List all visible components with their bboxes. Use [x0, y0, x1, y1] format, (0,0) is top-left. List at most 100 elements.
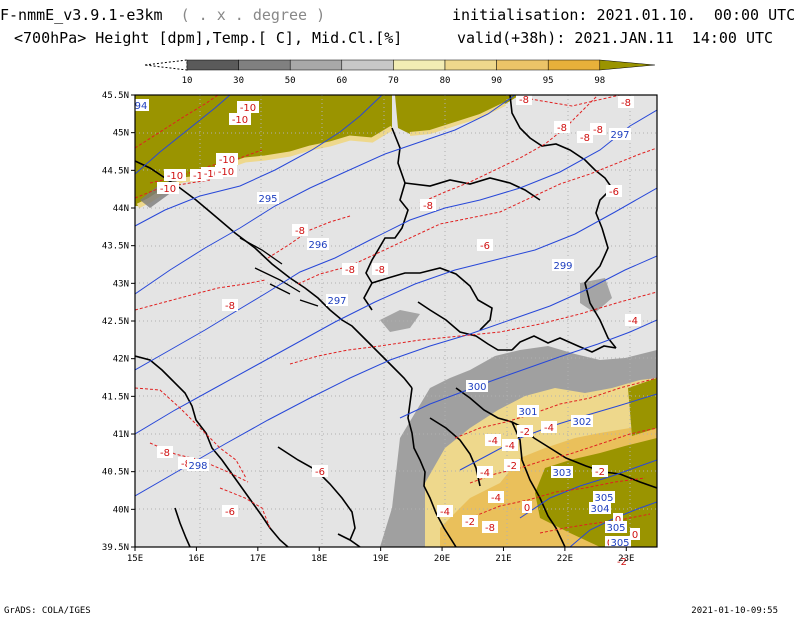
temp-label-bg — [502, 439, 518, 451]
cloud-olive-north — [135, 95, 392, 206]
temp-label: -8 — [295, 226, 305, 237]
height-labels: 9429529629729929730030130230330430530530… — [133, 99, 631, 549]
lon-label: 21E — [495, 554, 511, 564]
temp-label: -4 — [544, 423, 554, 434]
temp-label-bg — [157, 182, 179, 194]
temp-label: -4 — [505, 441, 515, 452]
scale-cell-0 — [144, 59, 188, 71]
temp-label: -10 — [218, 167, 234, 178]
height-label-bg — [552, 259, 574, 271]
height-label: 304 — [590, 504, 609, 515]
scale-label: 98 — [594, 76, 605, 86]
temp-label: -6 — [480, 241, 490, 252]
scale-cell-8 — [547, 59, 601, 71]
height-label: 297 — [610, 130, 629, 141]
temp-label: -1 — [193, 171, 203, 182]
temp-label-bg — [592, 465, 608, 477]
scale-cell-4 — [341, 59, 394, 71]
scale-label: 10 — [182, 76, 193, 86]
lat-label: 44N — [113, 204, 129, 214]
temp-label: -2 — [520, 427, 530, 438]
temp-label-bg — [292, 224, 308, 236]
init-label: initialisation: — [452, 6, 588, 24]
units-note: ( . x . degree ) — [180, 6, 326, 24]
height-label-bg — [609, 128, 631, 140]
temp-label: 0 — [615, 515, 621, 526]
temp-label-bg — [215, 165, 237, 177]
model-name: F-nmmE_v3.9.1-e3km — [0, 6, 163, 24]
temp-label-bg — [216, 153, 238, 165]
height-label: 296 — [308, 240, 327, 251]
color-scale: 10 30 50 60 70 80 90 95 98 — [144, 59, 655, 86]
lat-label: 40.5N — [102, 468, 129, 478]
scale-cell-5 — [393, 59, 446, 71]
lat-label: 41N — [113, 430, 129, 440]
lat-label: 40N — [113, 505, 129, 515]
temp-label-bg — [517, 425, 533, 437]
lon-label: 20E — [434, 554, 450, 564]
height-label-bg — [551, 466, 573, 478]
temp-label: -10 — [219, 155, 235, 166]
lon-label: 17E — [250, 554, 266, 564]
height-label: 94 — [135, 101, 148, 112]
latitude-axis: 45.5N 45N 44.5N 44N 43.5N 43N 42.5N 42N 41.5N 41N… — [102, 91, 135, 553]
height-label-bg — [517, 405, 539, 417]
valid-time: valid(+38h): 2021.JAN.11 14:00 UTC — [457, 31, 773, 46]
temp-label: -4 — [628, 316, 638, 327]
scale-label: 70 — [388, 76, 399, 86]
height-label: 305 — [610, 538, 629, 549]
lon-label: 23E — [618, 554, 634, 564]
scale-cell-7 — [496, 59, 549, 71]
cloud-gray-east-patch — [580, 278, 612, 313]
lon-label: 22E — [557, 554, 573, 564]
init-time: initialisation: 2021.01.10. 00:00 UTC — [452, 8, 795, 23]
temp-label-bg — [630, 528, 640, 540]
scale-cell-1 — [186, 59, 239, 71]
height-label: 302 — [572, 417, 591, 428]
temp-label: -10 — [160, 184, 176, 195]
height-label: 305 — [594, 493, 613, 504]
valid-label: valid(+38h): — [457, 29, 566, 47]
temperature-labels: -10-10-10-10 -1 -10-10-10-8 -8-8 -8-8-8-8-6-… — [157, 93, 641, 568]
height-label: 303 — [552, 468, 571, 479]
temp-label-bg — [477, 239, 493, 251]
temp-label-bg — [618, 96, 634, 108]
height-label-bg — [571, 415, 593, 427]
temp-label: -8 — [580, 133, 590, 144]
height-label-bg — [589, 502, 611, 514]
temp-label: -10 — [204, 169, 220, 180]
scale-cell-6 — [444, 59, 497, 71]
temp-label-bg — [625, 314, 641, 326]
lat-label: 41.5N — [102, 392, 129, 402]
temp-label: -8 — [519, 95, 529, 106]
height-label-bg — [326, 294, 348, 306]
scale-label: 95 — [543, 76, 554, 86]
temp-label: -6 — [609, 187, 619, 198]
lat-label: 43N — [113, 279, 129, 289]
height-label: 301 — [518, 407, 537, 418]
temp-label: -4 — [491, 493, 501, 504]
temp-label: -2 — [595, 467, 605, 478]
temp-label: -10 — [240, 103, 256, 114]
height-label: 297 — [327, 296, 346, 307]
lon-label: 15E — [127, 554, 143, 564]
temp-label: -8 — [593, 125, 603, 136]
scale-label: 30 — [233, 76, 244, 86]
temp-label-bg — [164, 169, 186, 181]
temp-label-bg — [157, 446, 173, 458]
temp-label-bg — [229, 113, 251, 125]
lat-label: 42N — [113, 355, 129, 365]
scale-label: 60 — [336, 76, 347, 86]
temp-label: -2 — [617, 557, 627, 568]
temp-label: -8 — [485, 523, 495, 534]
temp-label-bg — [522, 501, 532, 513]
temp-label-bg — [222, 299, 238, 311]
height-contours — [135, 95, 657, 547]
temp-label-bg — [462, 515, 478, 527]
temp-label: -2 — [507, 461, 517, 472]
temp-label-bg — [420, 199, 436, 211]
plot-timestamp: 2021-01-10-09:55 — [691, 606, 778, 616]
scale-label: 80 — [440, 76, 451, 86]
temp-label: -6 — [315, 467, 325, 478]
temp-label-bg — [516, 93, 532, 105]
